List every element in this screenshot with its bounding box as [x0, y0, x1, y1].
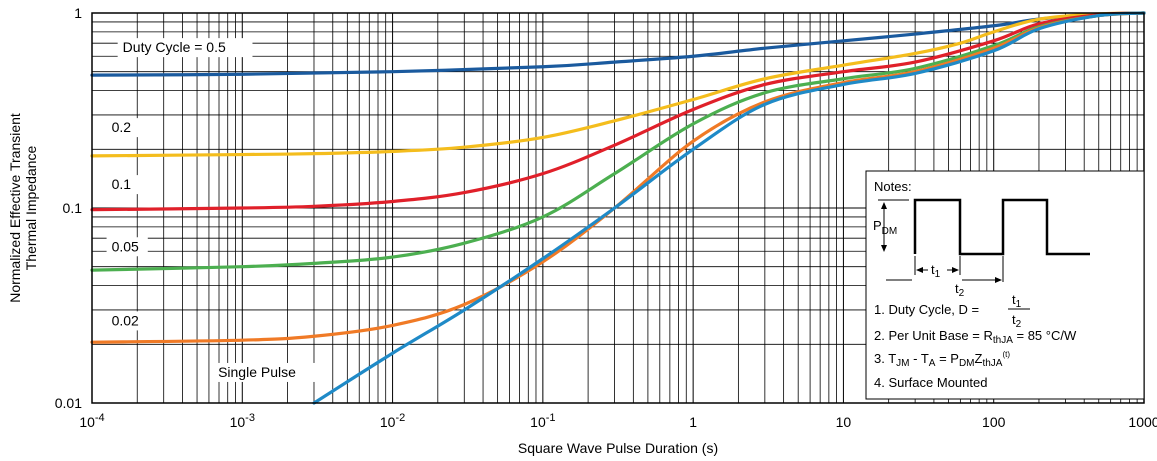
notes-heading: Notes:: [874, 179, 912, 194]
note-junction-temp: 3. TJM - TA = PDMZthJA(t): [874, 350, 1010, 369]
t2-label: t2: [955, 281, 965, 299]
series-label-1: 0.2: [112, 119, 132, 135]
notes-background: [865, 170, 1145, 400]
y-axis-label: Normalized Effective TransientThermal Im…: [7, 113, 39, 303]
series-label-0: Duty Cycle = 0.5: [123, 39, 226, 55]
series-label-2: 0.1: [112, 176, 132, 192]
series-line-5: [312, 11, 1146, 405]
note-per-unit-base: 2. Per Unit Base = RthJA = 85 °C/W: [874, 328, 1077, 346]
note-duty-cycle: 1. Duty Cycle, D =: [874, 302, 979, 317]
series-labels: Duty Cycle = 0.5 0.2 0.1 0.05 0.02 Single Pul…: [106, 38, 317, 382]
fraction-denominator: t2: [1012, 312, 1022, 330]
series-label-5: Single Pulse: [218, 364, 296, 380]
x-tick-label-5: 10: [836, 414, 852, 430]
series-line-4: [90, 11, 1146, 344]
pdm-arrowhead-down: [881, 245, 887, 252]
y-tick-label-0: 1: [74, 5, 82, 21]
fraction-numerator: t1: [1012, 292, 1022, 310]
series-label-bg: [213, 362, 317, 382]
t1-arrowhead-right: [952, 267, 959, 273]
pulse-waveform: [913, 198, 1090, 256]
series-line-2: [90, 11, 1146, 212]
series-lines: [90, 11, 1146, 405]
tick-labels: 10-4 10-3 10-2 10-1 1 10 100 1000 1 0.1 0.01: [55, 5, 1157, 430]
pdm-label: PDM: [873, 218, 897, 237]
note-surface-mounted: 4. Surface Mounted: [874, 375, 987, 390]
t1-arrowhead-left: [916, 267, 923, 273]
grid: [91, 13, 1144, 404]
series-label-bg: [106, 311, 148, 331]
x-tick-label-0: 10-4: [79, 412, 104, 430]
y-tick-label-1: 0.1: [63, 200, 83, 216]
series-line-3: [90, 11, 1146, 272]
x-axis-label: Square Wave Pulse Duration (s): [518, 440, 718, 456]
notes-box: Notes: PDM t1 t2 1. Duty Cycle, D = t1 t…: [865, 170, 1145, 400]
series-label-bg: [106, 175, 140, 195]
x-tick-label-6: 100: [982, 414, 1006, 430]
t1-label: t1: [931, 262, 941, 280]
series-label-bg: [117, 38, 253, 58]
t2-arrowhead-right: [995, 277, 1002, 283]
x-tick-label-2: 10-2: [380, 412, 405, 430]
series-label-bg: [106, 237, 148, 257]
series-line-1: [90, 11, 1146, 158]
y-tick-label-2: 0.01: [55, 395, 82, 411]
series-label-bg: [106, 118, 140, 138]
series-label-4: 0.02: [112, 312, 139, 328]
series-label-3: 0.05: [112, 238, 139, 254]
x-tick-label-7: 1000: [1128, 414, 1157, 430]
x-tick-label-1: 10-3: [230, 412, 255, 430]
pdm-arrowhead-up: [881, 202, 887, 209]
x-tick-label-3: 10-1: [530, 412, 555, 430]
x-tick-label-4: 1: [689, 414, 697, 430]
